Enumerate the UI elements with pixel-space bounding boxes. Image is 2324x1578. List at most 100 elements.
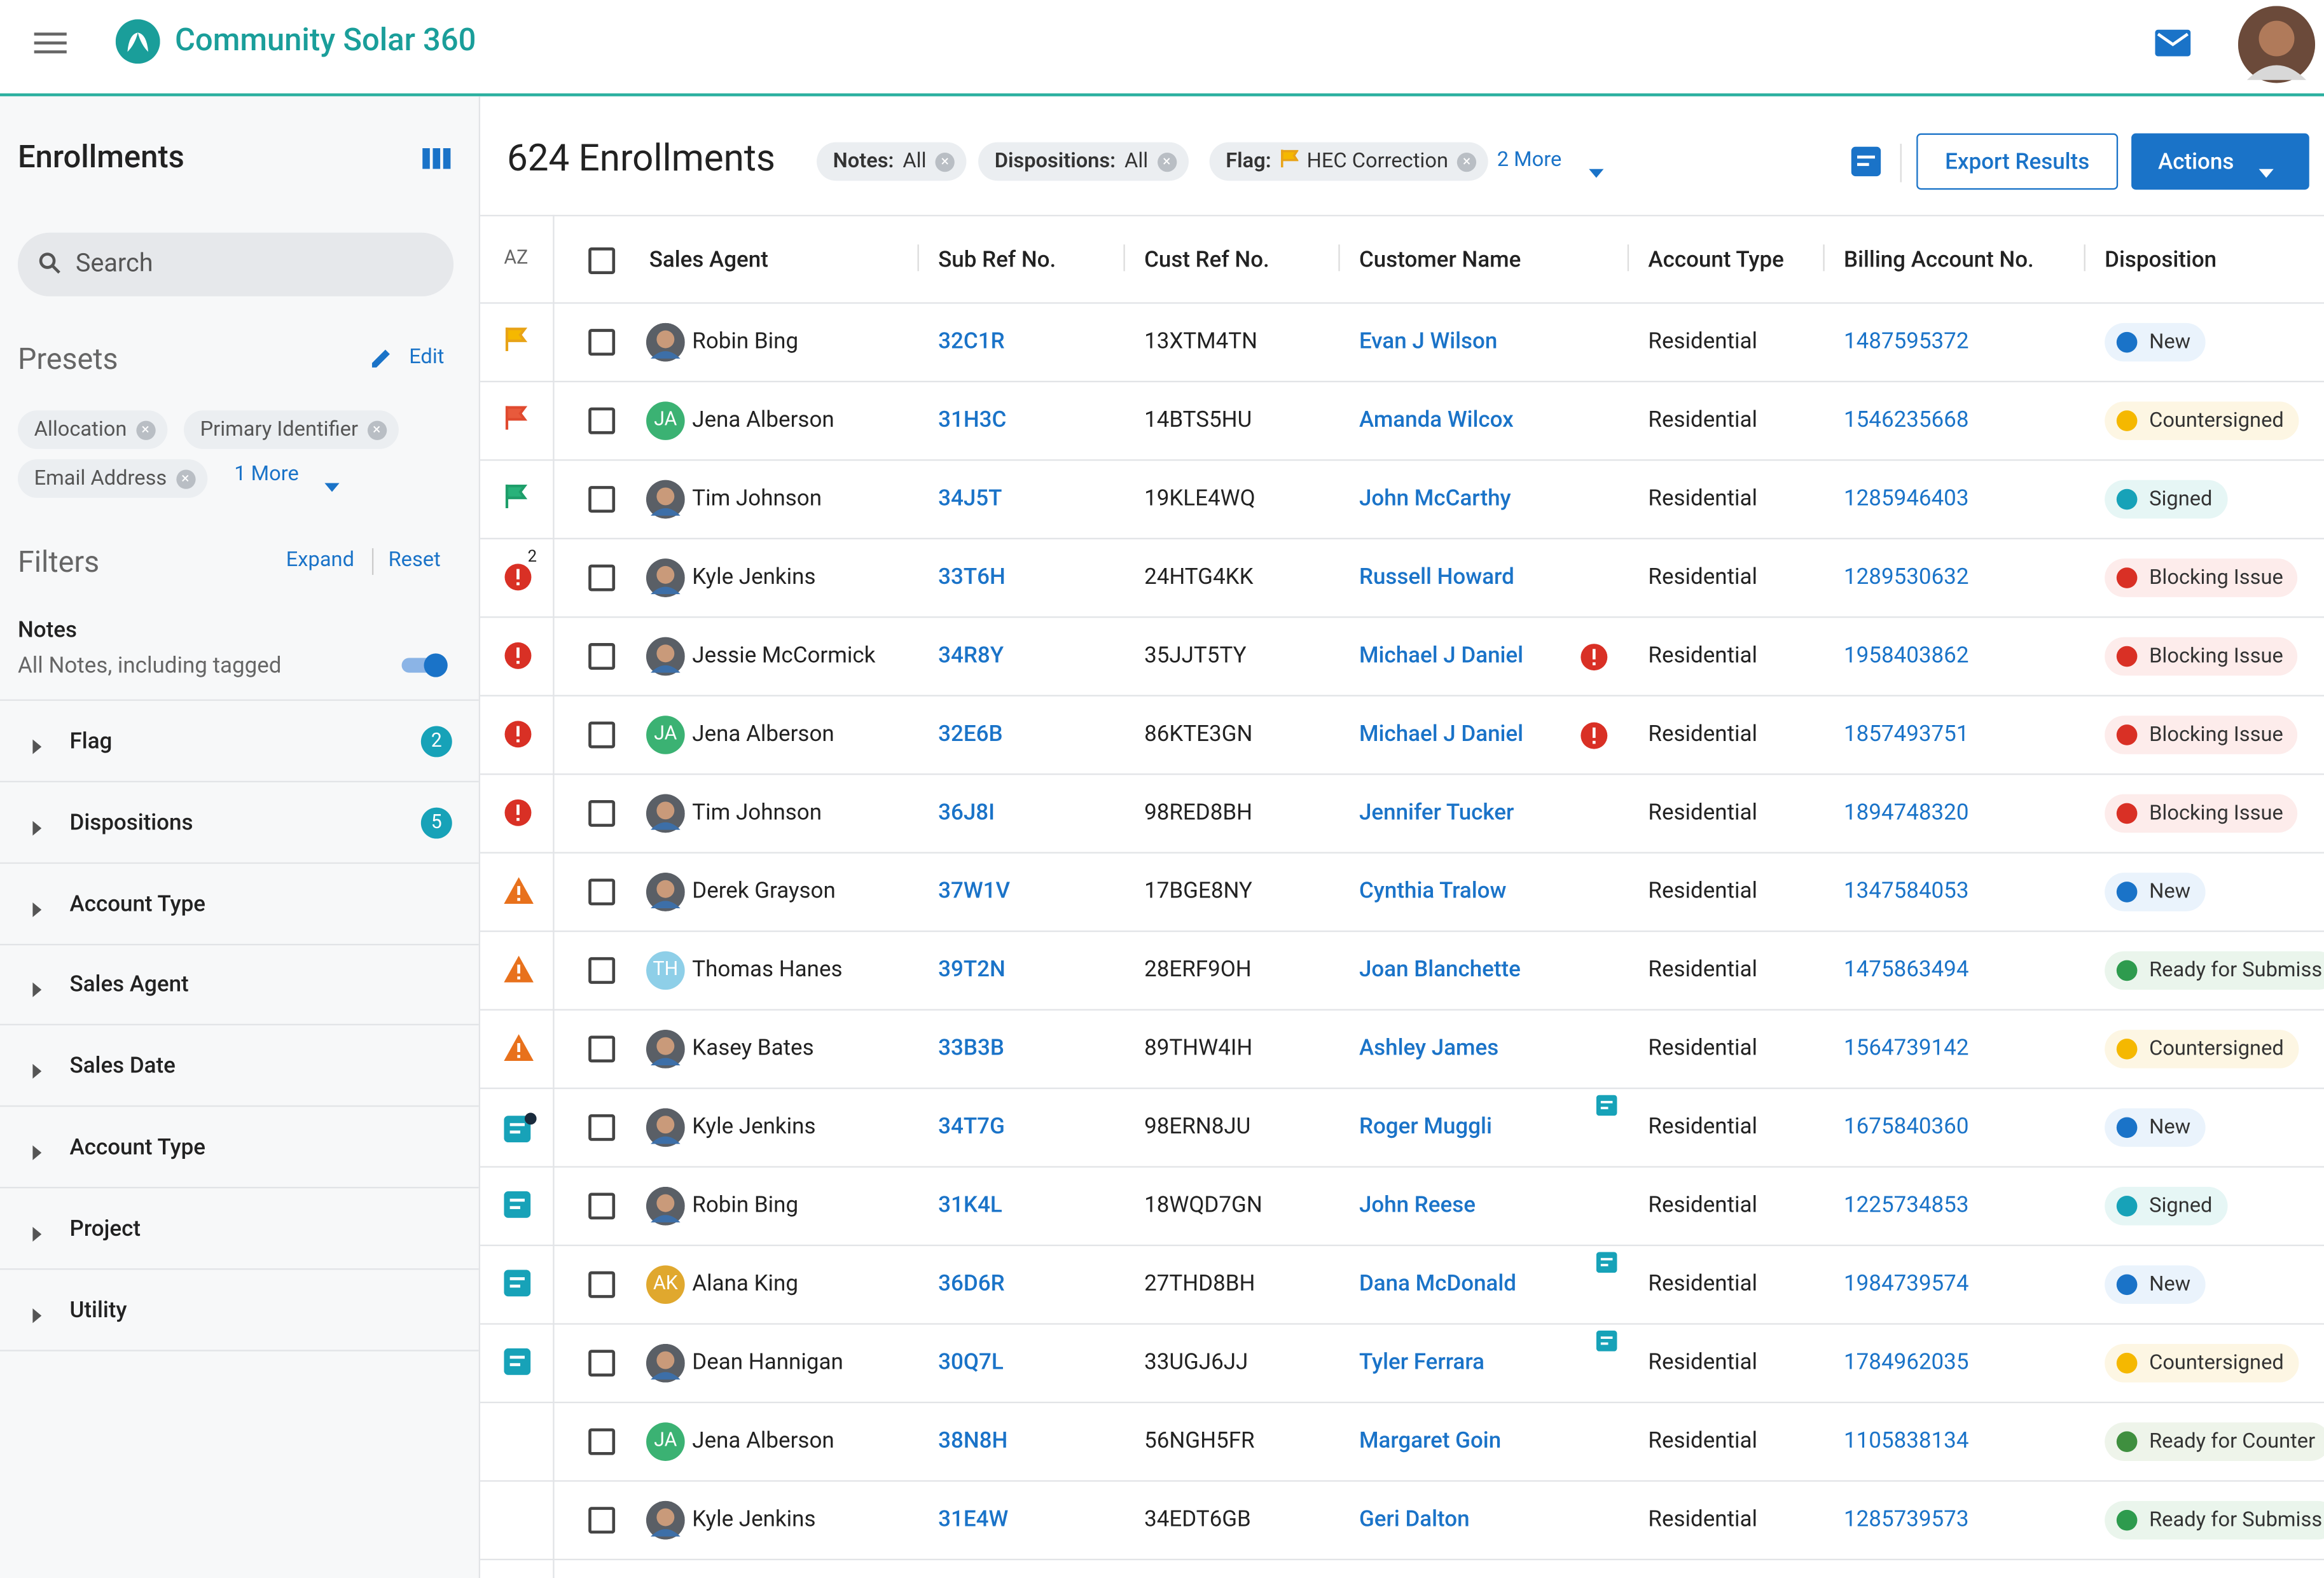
sub-ref[interactable]: 34R8Y xyxy=(938,640,1004,668)
table-row[interactable]: AK Alana King 36D6R 27THD8BH Dana McDonald Re… xyxy=(480,1245,2324,1325)
notes-icon[interactable] xyxy=(1851,146,1881,183)
customer-name[interactable]: Ashley James xyxy=(1359,1033,1499,1060)
table-row[interactable]: Tim Johnson 36J8I 98RED8BH Jennifer Tucker R… xyxy=(480,773,2324,854)
table-row[interactable]: Kyle Jenkins 31E4W 34EDT6GB Geri Dalton Resi… xyxy=(480,1480,2324,1561)
filter-group[interactable]: Sales Date xyxy=(0,1026,479,1107)
edit-link[interactable]: Edit xyxy=(409,345,445,370)
column-header[interactable]: Cust Ref No. xyxy=(1144,246,1269,273)
notes-toggle[interactable] xyxy=(400,652,450,684)
row-checkbox[interactable] xyxy=(588,1192,616,1219)
sub-ref[interactable]: 34J5T xyxy=(938,483,1002,511)
billing-account[interactable]: 1546235668 xyxy=(1844,405,1969,433)
customer-name[interactable]: John Reese xyxy=(1359,1190,1476,1217)
table-row[interactable]: Robin Bing 31K4L 18WQD7GN John Reese Residen… xyxy=(480,1166,2324,1247)
row-checkbox[interactable] xyxy=(588,1035,616,1062)
more-caret[interactable] xyxy=(324,471,340,498)
sub-ref[interactable]: 37W1V xyxy=(938,876,1011,903)
export-button[interactable]: Export Results xyxy=(1916,133,2119,190)
billing-account[interactable]: 1564739142 xyxy=(1844,1033,1969,1060)
customer-name[interactable]: Geri Dalton xyxy=(1359,1504,1470,1532)
row-checkbox[interactable] xyxy=(588,956,616,983)
customer-name[interactable]: Roger Muggli xyxy=(1359,1112,1492,1139)
more-caret[interactable] xyxy=(1589,157,1604,184)
customer-name[interactable]: Margaret Goin xyxy=(1359,1426,1502,1453)
billing-account[interactable]: 1347584053 xyxy=(1844,876,1969,903)
customer-name[interactable]: Joan Blanchette xyxy=(1359,955,1521,982)
column-header[interactable]: Disposition xyxy=(2105,246,2217,273)
row-checkbox[interactable] xyxy=(588,485,616,512)
sort-icon[interactable]: AZ xyxy=(504,247,529,270)
column-header[interactable]: Account Type xyxy=(1648,246,1784,273)
presets-more[interactable]: 1 More xyxy=(234,462,299,487)
customer-name[interactable]: Michael J Daniel xyxy=(1359,719,1524,746)
customer-name[interactable]: Cynthia Tralow xyxy=(1359,876,1507,903)
filter-group[interactable]: Account Type xyxy=(0,1107,479,1189)
customer-name[interactable]: Michael J Daniel xyxy=(1359,640,1524,668)
actions-button[interactable]: Actions xyxy=(2131,133,2309,190)
row-checkbox[interactable] xyxy=(588,721,616,748)
sub-ref[interactable]: 30Q7L xyxy=(938,1347,1004,1374)
customer-name[interactable]: Amanda Wilcox xyxy=(1359,405,1514,433)
customer-name[interactable]: John McCarthy xyxy=(1359,483,1511,511)
column-header[interactable]: Billing Account No. xyxy=(1844,246,2034,273)
billing-account[interactable]: 1894748320 xyxy=(1844,798,1969,825)
billing-account[interactable]: 1475863494 xyxy=(1844,955,1969,982)
table-row[interactable]: Tim Johnson 34J5T 19KLE4WQ John McCarthy Res… xyxy=(480,459,2324,539)
row-checkbox[interactable] xyxy=(588,878,616,905)
sub-ref[interactable]: 33T6H xyxy=(938,562,1006,590)
chip-remove[interactable]: × xyxy=(135,420,155,439)
table-row[interactable]: Robin Bing 32C1R 13XTM4TN Evan J Wilson Resi… xyxy=(480,302,2324,383)
sub-ref[interactable]: 31H3C xyxy=(938,405,1007,433)
row-checkbox[interactable] xyxy=(588,799,616,826)
billing-account[interactable]: 1857493751 xyxy=(1844,719,1969,746)
chip-remove[interactable]: × xyxy=(1456,151,1477,172)
filter-group[interactable]: Utility xyxy=(0,1270,479,1351)
row-checkbox[interactable] xyxy=(588,406,616,434)
billing-account[interactable]: 1487595372 xyxy=(1844,326,1969,354)
billing-account[interactable]: 1958403862 xyxy=(1844,640,1969,668)
billing-account[interactable]: 1285946403 xyxy=(1844,483,1969,511)
columns-icon[interactable] xyxy=(422,148,451,175)
filter-group[interactable]: Sales Agent xyxy=(0,945,479,1026)
row-checkbox[interactable] xyxy=(588,1506,616,1533)
preset-chip[interactable]: Primary Identifier × xyxy=(183,410,398,449)
row-checkbox[interactable] xyxy=(588,328,616,355)
billing-account[interactable]: 1675840360 xyxy=(1844,1112,1969,1139)
sub-ref[interactable]: 38N8H xyxy=(938,1426,1008,1453)
row-checkbox[interactable] xyxy=(588,1427,616,1455)
preset-chip[interactable]: Allocation × xyxy=(17,410,167,449)
customer-name[interactable]: Dana McDonald xyxy=(1359,1269,1517,1296)
sub-ref[interactable]: 32E6B xyxy=(938,719,1003,746)
table-row[interactable]: Dean Hannigan 30Q7L 33UGJ6JJ Tyler Ferrara R… xyxy=(480,1323,2324,1404)
column-header[interactable]: Customer Name xyxy=(1359,246,1521,273)
column-header[interactable]: Sales Agent xyxy=(649,246,768,273)
reset-link[interactable]: Reset xyxy=(388,548,441,572)
customer-note[interactable] xyxy=(1596,1330,1617,1357)
billing-account[interactable]: 1285739573 xyxy=(1844,1504,1969,1532)
preset-chip[interactable]: Email Address × xyxy=(17,459,207,498)
filter-group[interactable]: Account Type xyxy=(0,863,479,945)
table-row[interactable]: TH Thomas Hanes 39T2N 28ERF9OH Joan Blanchet… xyxy=(480,931,2324,1011)
customer-note[interactable] xyxy=(1596,1252,1617,1279)
search-box[interactable]: Search xyxy=(17,232,454,296)
row-checkbox[interactable] xyxy=(588,1113,616,1140)
chip-remove[interactable]: × xyxy=(935,151,955,172)
chip-remove[interactable]: × xyxy=(1157,151,1177,172)
chip-remove[interactable]: × xyxy=(367,420,387,439)
sub-ref[interactable]: 36D6R xyxy=(938,1269,1005,1296)
table-row[interactable]: Kasey Bates 33B3B 89THW4IH Ashley James Resi… xyxy=(480,1009,2324,1090)
column-header[interactable]: Sub Ref No. xyxy=(938,246,1056,273)
customer-name[interactable]: Russell Howard xyxy=(1359,562,1514,590)
table-row[interactable]: JA Jena Alberson 31H3C 14BTS5HU Amanda Wilco… xyxy=(480,381,2324,461)
filter-group[interactable]: Project xyxy=(0,1188,479,1270)
table-row[interactable]: JA Jena Alberson 38N8H 56NGH5FR Margaret Goi… xyxy=(480,1402,2324,1482)
row-checkbox[interactable] xyxy=(588,564,616,591)
billing-account[interactable]: 1784962035 xyxy=(1844,1347,1969,1374)
sub-ref[interactable]: 36J8I xyxy=(938,798,995,825)
customer-name[interactable]: Evan J Wilson xyxy=(1359,326,1498,354)
filter-chip[interactable]: Flag: HEC Correction × xyxy=(1209,142,1488,181)
mail-icon[interactable] xyxy=(2155,29,2191,57)
billing-account[interactable]: 1289530632 xyxy=(1844,562,1969,590)
sub-ref[interactable]: 32C1R xyxy=(938,326,1005,354)
chip-remove[interactable]: × xyxy=(176,469,195,488)
